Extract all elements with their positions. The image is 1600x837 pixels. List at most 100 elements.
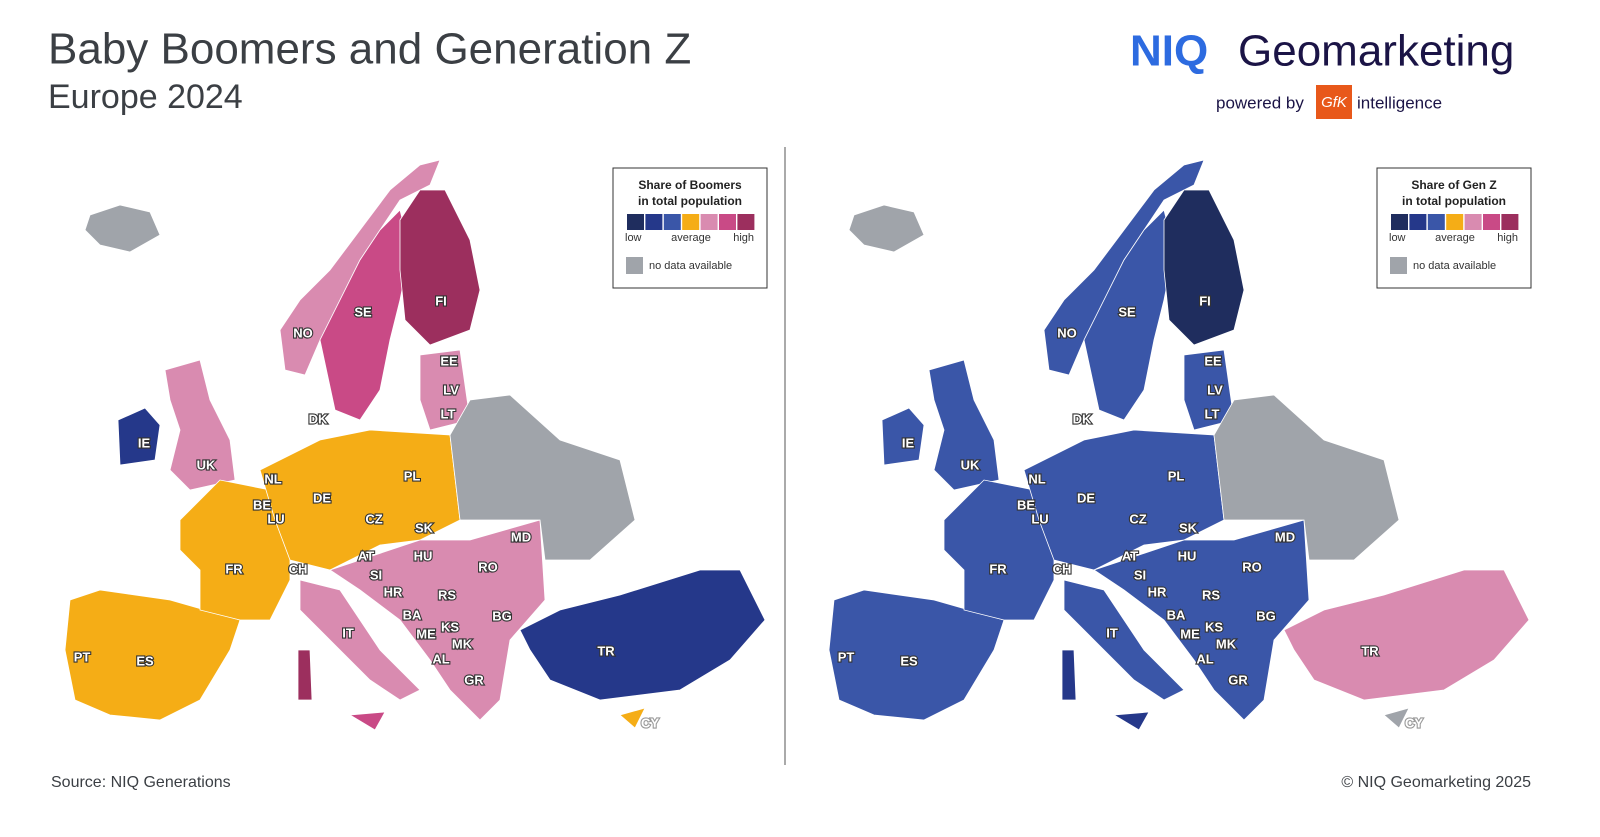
region-sardinia bbox=[297, 649, 313, 701]
country-label: CH bbox=[289, 561, 308, 576]
region-france bbox=[179, 479, 291, 621]
country-label: ES bbox=[900, 653, 918, 668]
legend-no-data-swatch bbox=[1390, 257, 1407, 274]
country-label: EE bbox=[440, 353, 458, 368]
country-label: BE bbox=[253, 497, 271, 512]
map bbox=[828, 159, 1530, 731]
country-label: RS bbox=[438, 587, 456, 602]
country-label: LV bbox=[1207, 382, 1223, 397]
country-label: GR bbox=[464, 672, 484, 687]
legend-title: Share of Gen Z bbox=[1411, 178, 1496, 192]
legend-title: in total population bbox=[1402, 194, 1506, 208]
legend-low: low bbox=[625, 232, 642, 244]
region-iberia bbox=[828, 589, 1005, 721]
country-label: DE bbox=[1077, 490, 1095, 505]
country-label: MD bbox=[1275, 529, 1295, 544]
country-label: CY bbox=[641, 715, 659, 730]
region-finland bbox=[1163, 189, 1245, 346]
region-sardinia bbox=[1061, 649, 1077, 701]
legend-high: high bbox=[733, 232, 754, 244]
legend-swatch bbox=[1464, 214, 1482, 230]
country-label: NL bbox=[264, 471, 281, 486]
country-label: CH bbox=[1053, 561, 1072, 576]
country-label: CZ bbox=[365, 511, 382, 526]
country-label: DE bbox=[313, 490, 331, 505]
region-uk bbox=[928, 359, 1000, 491]
region-italy bbox=[299, 579, 421, 701]
title: Baby Boomers and Generation Z bbox=[48, 25, 691, 74]
country-label: KS bbox=[1205, 619, 1223, 634]
country-label: AT bbox=[358, 548, 374, 563]
country-label: KS bbox=[441, 619, 459, 634]
region-italy bbox=[1063, 579, 1185, 701]
country-label: BG bbox=[1256, 608, 1276, 623]
brand-geomarketing: Geomarketing bbox=[1238, 27, 1514, 76]
country-label: MK bbox=[1216, 636, 1237, 651]
country-label: HU bbox=[1178, 548, 1197, 563]
country-label: BA bbox=[403, 607, 422, 622]
country-label: IT bbox=[342, 625, 354, 640]
country-label: HR bbox=[1148, 584, 1167, 599]
country-label: IE bbox=[138, 435, 151, 450]
brand-niq: NIQ bbox=[1130, 27, 1208, 76]
country-label: AL bbox=[432, 651, 449, 666]
region-baltics bbox=[419, 349, 471, 431]
country-label: HR bbox=[384, 584, 403, 599]
region-balkans bbox=[329, 519, 546, 721]
legend-swatch bbox=[1391, 214, 1408, 230]
legend-no-data: no data available bbox=[649, 260, 732, 272]
country-label: BA bbox=[1167, 607, 1186, 622]
country-label: SE bbox=[354, 304, 372, 319]
legend-swatch bbox=[1427, 214, 1445, 230]
country-label: LT bbox=[441, 406, 456, 421]
legend-swatch bbox=[1409, 214, 1427, 230]
legend-swatch bbox=[645, 214, 663, 230]
country-label: CZ bbox=[1129, 511, 1146, 526]
brand-intelligence: intelligence bbox=[1357, 93, 1442, 112]
country-label: EE bbox=[1204, 353, 1222, 368]
country-label: LU bbox=[267, 511, 284, 526]
country-label: CY bbox=[1405, 715, 1423, 730]
country-label: NO bbox=[1057, 325, 1077, 340]
legend-swatch bbox=[627, 214, 644, 230]
region-cyprus bbox=[619, 707, 646, 729]
country-label: UK bbox=[961, 457, 980, 472]
legend-swatch bbox=[663, 214, 681, 230]
country-label: PT bbox=[838, 649, 855, 664]
legend-swatch bbox=[682, 214, 700, 230]
country-label: FR bbox=[989, 561, 1007, 576]
legend-low: low bbox=[1389, 232, 1406, 244]
region-ireland bbox=[117, 407, 161, 466]
country-label: AL bbox=[1196, 651, 1213, 666]
region-iceland bbox=[84, 204, 161, 253]
region-finland bbox=[399, 189, 481, 346]
country-label: RO bbox=[1242, 559, 1262, 574]
region-baltics bbox=[1183, 349, 1235, 431]
legend-swatch bbox=[700, 214, 718, 230]
region-turkey bbox=[519, 569, 766, 701]
country-label: FR bbox=[225, 561, 243, 576]
country-label: UK bbox=[197, 457, 216, 472]
country-label: PT bbox=[74, 649, 91, 664]
region-sicily bbox=[1112, 711, 1150, 731]
country-label: LT bbox=[1205, 406, 1220, 421]
country-label: SK bbox=[415, 520, 434, 535]
country-label: MD bbox=[511, 529, 531, 544]
legend-high: high bbox=[1497, 232, 1518, 244]
country-label: NL bbox=[1028, 471, 1045, 486]
legend-swatch bbox=[737, 214, 755, 230]
legend-average: average bbox=[1435, 232, 1475, 244]
country-label: HU bbox=[414, 548, 433, 563]
country-label: NO bbox=[293, 325, 313, 340]
country-label: SI bbox=[370, 567, 382, 582]
country-label: ME bbox=[416, 626, 436, 641]
country-label: ME bbox=[1180, 626, 1200, 641]
region-iceland bbox=[848, 204, 925, 253]
legend-swatch bbox=[1483, 214, 1500, 230]
country-label: IE bbox=[902, 435, 915, 450]
brand-powered-by: powered by bbox=[1216, 93, 1304, 112]
region-iberia bbox=[64, 589, 241, 721]
country-label: IT bbox=[1106, 625, 1118, 640]
